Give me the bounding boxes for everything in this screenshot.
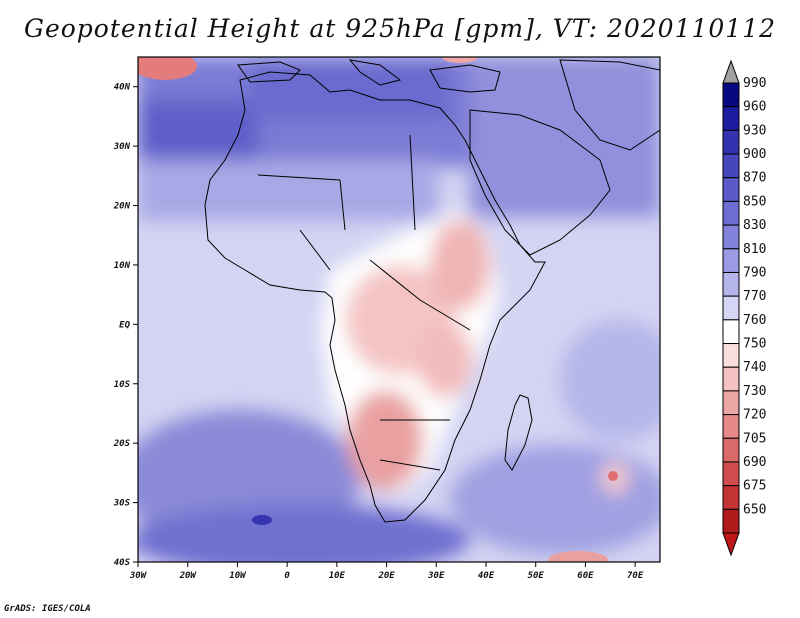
colorbar-swatch	[722, 390, 740, 416]
colorbar-label: 850	[743, 194, 766, 209]
longitude-axis: 30W 20W 10W 0 10E 20E 30E 40E 50E 60E 70E	[129, 562, 644, 581]
lat-tick-label: 10S	[114, 380, 131, 390]
colorbar-label: 675	[743, 479, 766, 494]
colorbar-swatch	[722, 508, 740, 534]
colorbar-label: 650	[743, 502, 766, 517]
colorbar-swatch	[722, 295, 740, 321]
colorbar-label: 760	[743, 313, 766, 328]
lon-tick-label: 40E	[478, 571, 495, 581]
lat-tick-label: 20S	[113, 439, 131, 449]
colorbar-label: 690	[743, 455, 766, 470]
colorbar-swatch	[722, 414, 740, 439]
colorbar-label: 830	[743, 218, 766, 233]
colorbar-top-arrow	[722, 59, 740, 84]
lon-tick-label: 0	[284, 571, 290, 581]
colorbar-swatch	[722, 437, 740, 463]
colorbar-swatch	[722, 461, 740, 487]
lon-tick-label: 30W	[129, 571, 148, 581]
lon-tick-label: 20W	[179, 571, 198, 581]
lon-tick-label: 10W	[229, 571, 247, 581]
colorbar-swatch	[722, 485, 740, 510]
colorbar-swatch	[722, 82, 740, 108]
colorbar-label: 930	[743, 123, 766, 138]
colorbar-label: 990	[743, 76, 766, 91]
colorbar-swatch	[722, 224, 740, 250]
colorbar-swatch	[722, 343, 740, 368]
colorbar-label: 900	[743, 147, 766, 162]
lon-tick-label: 30E	[427, 571, 445, 581]
colorbar-bottom-arrow	[722, 532, 740, 557]
colorbar-swatch	[722, 271, 740, 297]
colorbar-label: 960	[743, 100, 766, 115]
lon-tick-label: 20E	[377, 571, 395, 581]
lat-tick-label: 20N	[113, 202, 131, 212]
lat-tick-label: 10N	[114, 261, 131, 271]
colorbar-swatch	[722, 319, 740, 345]
colorbar-swatch	[722, 177, 740, 202]
lat-tick-label: EQ	[119, 320, 130, 330]
lon-tick-label: 10E	[329, 571, 346, 581]
colorbar-swatch	[722, 200, 740, 226]
colorbar-swatch	[722, 366, 740, 392]
colorbar-swatch	[722, 153, 740, 179]
lon-tick-label: 50E	[528, 571, 545, 581]
credit-text: GrADS: IGES/COLA	[4, 604, 91, 614]
latitude-axis: 40N 30N 20N 10N EQ 10S 20S 30S 40S	[113, 83, 138, 568]
lat-tick-label: 30N	[113, 142, 131, 152]
colorbar-label: 870	[743, 171, 766, 186]
lat-tick-label: 40N	[114, 83, 131, 93]
colorbar-label: 740	[743, 360, 766, 375]
colorbar-swatch	[722, 248, 740, 273]
height-field	[138, 57, 660, 562]
colorbar-label: 730	[743, 384, 766, 399]
colorbar-label: 720	[743, 408, 766, 423]
colorbar: 990 960 930 900 870 850 830 810 790 770 760 750 740 7…	[722, 59, 766, 557]
colorbar-label: 790	[743, 265, 766, 280]
colorbar-label: 705	[743, 431, 766, 446]
colorbar-label: 810	[743, 242, 766, 257]
colorbar-label: 770	[743, 289, 766, 304]
lon-tick-label: 70E	[627, 571, 644, 581]
lon-tick-label: 60E	[577, 571, 594, 581]
lat-tick-label: 40S	[114, 558, 131, 568]
plot-frame	[137, 56, 661, 563]
chart-title: Geopotential Height at 925hPa [gpm], VT:…	[23, 14, 777, 43]
lat-tick-label: 30S	[113, 499, 131, 509]
colorbar-swatch	[722, 129, 740, 155]
coastlines	[204, 59, 660, 523]
colorbar-swatch	[722, 106, 740, 131]
colorbar-label: 750	[743, 337, 766, 352]
